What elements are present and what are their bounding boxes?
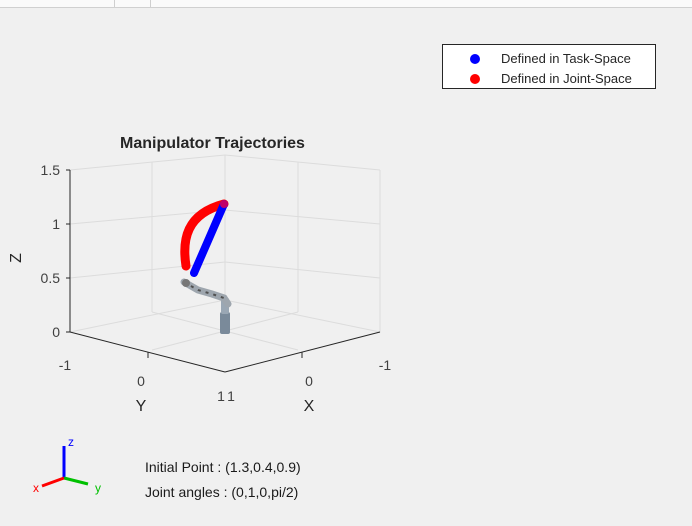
plot-title: Manipulator Trajectories	[120, 135, 305, 152]
triad-x-label: x	[33, 481, 39, 495]
trajectory-endpoint	[220, 200, 228, 208]
y-tick-1: 1	[217, 388, 225, 404]
x-tick-0: 0	[305, 373, 313, 389]
joint-angles-text: Joint angles : (0,1,0,pi/2)	[145, 484, 299, 500]
z-tick-1: 1	[52, 216, 60, 232]
z-tick-1-5: 1.5	[41, 162, 61, 178]
task-space-trajectory	[190, 200, 228, 277]
triad-x-axis	[41, 476, 65, 488]
triad-y-axis	[63, 476, 89, 486]
legend-label: Defined in Joint-Space	[501, 71, 632, 86]
x-tick-neg1: -1	[379, 357, 392, 373]
y-tick-0: 0	[137, 373, 145, 389]
initial-point-text: Initial Point : (1.3,0.4,0.9)	[145, 459, 301, 475]
gridlines	[69, 154, 381, 351]
legend-label: Defined in Task-Space	[501, 51, 631, 66]
plot-legend[interactable]: Defined in Task-Space Defined in Joint-S…	[442, 44, 656, 89]
z-tick-0: 0	[52, 324, 60, 340]
y-axis-label: Y	[136, 398, 147, 415]
figure-toolbar	[0, 0, 692, 8]
triad-y-label: y	[95, 481, 101, 495]
tick-marks	[66, 169, 303, 358]
legend-marker-red	[470, 74, 480, 84]
legend-entry-joint-space[interactable]: Defined in Joint-Space	[443, 68, 655, 88]
legend-marker-blue	[470, 54, 480, 64]
z-axis-label: Z	[8, 253, 25, 263]
robot-manipulator	[180, 278, 232, 334]
x-axis-label: X	[304, 398, 315, 415]
orientation-triad: z y x	[33, 435, 101, 495]
y-tick-neg1: -1	[59, 357, 72, 373]
legend-entry-task-space[interactable]: Defined in Task-Space	[443, 48, 655, 68]
triad-z-label: z	[68, 435, 74, 449]
x-tick-1: 1	[227, 388, 235, 404]
toolbar-separator	[150, 0, 151, 7]
joint-space-trajectory	[180, 199, 229, 271]
z-tick-0-5: 0.5	[41, 270, 61, 286]
toolbar-separator	[114, 0, 115, 7]
